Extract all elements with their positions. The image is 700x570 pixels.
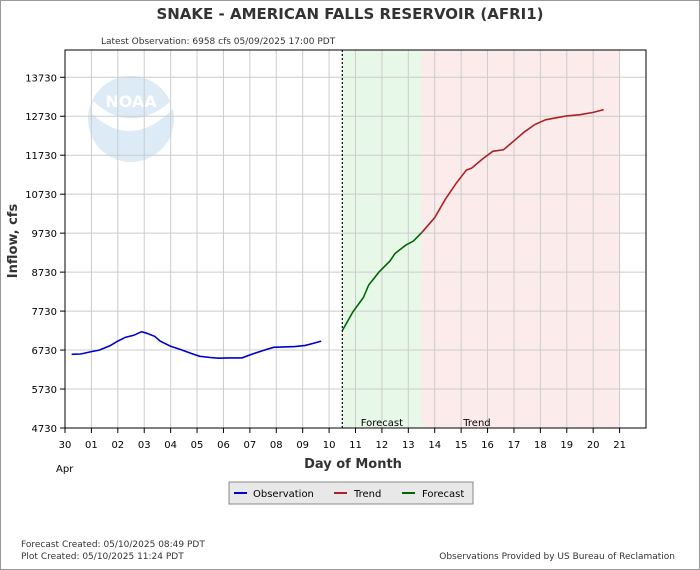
y-tick-label: 12730 bbox=[25, 112, 57, 123]
noaa-watermark: NOAA bbox=[88, 76, 174, 162]
y-tick-label: 6730 bbox=[32, 346, 57, 357]
y-tick-label: 13730 bbox=[25, 73, 57, 84]
x-tick-label: 05 bbox=[191, 440, 204, 451]
x-tick-label: 08 bbox=[270, 440, 283, 451]
x-tick-label: 20 bbox=[587, 440, 600, 451]
legend-trend-label: Trend bbox=[353, 489, 381, 500]
x-tick-label: 19 bbox=[560, 440, 573, 451]
x-tick-label: 14 bbox=[428, 440, 441, 451]
trend-region-label: Trend bbox=[462, 418, 490, 429]
y-tick-label: 5730 bbox=[32, 385, 57, 396]
x-tick-label: 15 bbox=[455, 440, 468, 451]
x-tick-label: 11 bbox=[349, 440, 362, 451]
forecast-region-label: Forecast bbox=[361, 418, 403, 429]
noaa-logo-bird bbox=[91, 101, 173, 132]
y-tick-label: 10730 bbox=[25, 190, 57, 201]
y-tick-label: 8730 bbox=[32, 268, 57, 279]
x-tick-label: 21 bbox=[613, 440, 626, 451]
y-tick-label: 4730 bbox=[32, 424, 57, 435]
trend-region bbox=[421, 50, 620, 428]
x-tick-label: 09 bbox=[296, 440, 309, 451]
noaa-logo-text: NOAA bbox=[105, 92, 157, 111]
x-tick-label: 02 bbox=[111, 440, 124, 451]
x-tick-label: 17 bbox=[508, 440, 521, 451]
x-month-label: Apr bbox=[56, 464, 74, 475]
x-tick-label: 13 bbox=[402, 440, 415, 451]
legend-observation-label: Observation bbox=[253, 489, 314, 500]
y-tick-label: 11730 bbox=[25, 151, 57, 162]
x-tick-label: 07 bbox=[243, 440, 256, 451]
x-tick-label: 30 bbox=[59, 440, 72, 451]
x-tick-label: 01 bbox=[85, 440, 98, 451]
y-tick-label: 7730 bbox=[32, 307, 57, 318]
x-tick-label: 06 bbox=[217, 440, 230, 451]
legend-box bbox=[228, 481, 474, 505]
legend-forecast-label: Forecast bbox=[422, 489, 464, 500]
data-source-text: Observations Provided by US Bureau of Re… bbox=[439, 552, 675, 562]
chart-title: SNAKE - AMERICAN FALLS RESERVOIR (AFRI1) bbox=[156, 5, 543, 23]
plot-border bbox=[64, 49, 647, 429]
legend: Observation Trend Forecast bbox=[228, 481, 474, 505]
x-axis-label: Day of Month bbox=[304, 457, 402, 472]
plot-created-text: Plot Created: 05/10/2025 11:24 PDT bbox=[21, 552, 184, 562]
chart-subtitle: Latest Observation: 6958 cfs 05/09/2025 … bbox=[101, 37, 336, 47]
series-trend-line bbox=[420, 108, 604, 234]
x-tick-label: 16 bbox=[481, 440, 494, 451]
noaa-logo-circle bbox=[88, 76, 174, 162]
series-observation-line bbox=[71, 330, 322, 360]
y-tick-label: 9730 bbox=[32, 229, 57, 240]
x-tick-label: 03 bbox=[138, 440, 151, 451]
forecast-created-text: Forecast Created: 05/10/2025 08:49 PDT bbox=[21, 540, 205, 550]
x-tick-label: 04 bbox=[164, 440, 177, 451]
x-tick-label: 12 bbox=[376, 440, 389, 451]
y-axis-label: Inflow, cfs bbox=[6, 204, 21, 279]
x-tick-label: 18 bbox=[534, 440, 547, 451]
x-tick-label: 10 bbox=[323, 440, 336, 451]
series-forecast-line bbox=[341, 232, 423, 331]
